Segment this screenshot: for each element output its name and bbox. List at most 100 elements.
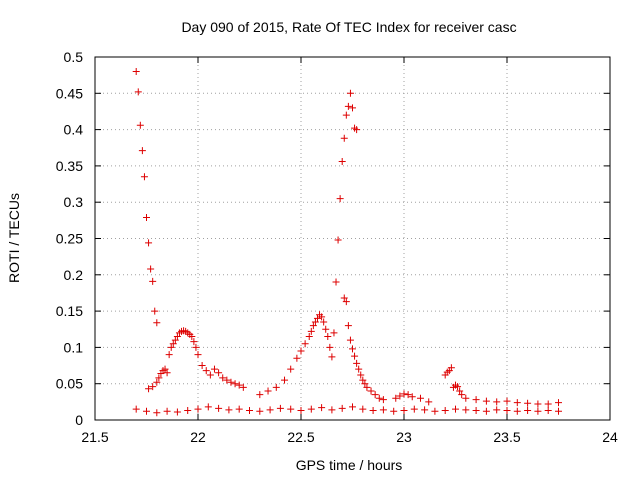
data-point: [524, 407, 532, 415]
data-point: [363, 383, 371, 391]
data-point: [215, 369, 223, 377]
data-point: [145, 385, 153, 393]
data-point: [338, 404, 346, 412]
data-point: [136, 121, 144, 129]
series-baseline: [132, 403, 562, 417]
data-point: [235, 405, 243, 413]
data-point: [184, 407, 192, 415]
data-point: [472, 407, 480, 415]
x-tick-label: 22.5: [287, 429, 314, 445]
data-point: [153, 409, 161, 417]
grid-layer: [95, 57, 610, 420]
data-point: [163, 369, 171, 377]
data-point: [171, 336, 179, 344]
data-point: [493, 406, 501, 414]
data-point: [147, 265, 155, 273]
data-point: [202, 367, 210, 375]
data-point: [134, 88, 142, 96]
data-point: [328, 406, 336, 414]
data-point: [167, 343, 175, 351]
data-point: [307, 327, 315, 335]
y-tick-label: 0.45: [56, 85, 83, 101]
y-tick-label: 0: [75, 412, 83, 428]
data-point: [219, 374, 227, 382]
data-point: [192, 343, 200, 351]
data-point: [513, 399, 521, 407]
data-point: [344, 102, 352, 110]
data-point: [375, 394, 383, 402]
data-point: [256, 407, 264, 415]
data-point: [293, 354, 301, 362]
data-point: [297, 347, 305, 355]
data-point: [297, 407, 305, 415]
data-point: [215, 404, 223, 412]
y-tick-label: 0.3: [64, 194, 84, 210]
data-point: [482, 407, 490, 415]
data-point: [454, 383, 462, 391]
data-point: [173, 333, 181, 341]
data-point: [256, 391, 264, 399]
data-point: [353, 126, 361, 134]
data-point: [301, 340, 309, 348]
data-point: [276, 404, 284, 412]
data-point: [458, 391, 466, 399]
data-point: [309, 322, 317, 330]
data-point: [555, 399, 562, 407]
data-point: [472, 396, 480, 404]
data-point: [318, 404, 326, 412]
y-tick-label: 0.05: [56, 376, 83, 392]
data-point: [227, 378, 235, 386]
data-point: [340, 134, 348, 142]
ticks-layer: 21.5 22 22.5 23 23.5 24 0 0.05 0.1 0.15 0.2 0.25 0.3…: [56, 49, 618, 445]
data-point: [534, 400, 542, 408]
data-point: [410, 405, 418, 413]
data-point: [544, 407, 552, 415]
data-point: [555, 407, 562, 415]
data-point: [169, 340, 177, 348]
data-point: [371, 391, 379, 399]
data-point: [336, 195, 344, 203]
data-point: [322, 325, 330, 333]
data-point: [210, 365, 218, 373]
y-tick-label: 0.4: [64, 122, 84, 138]
data-point: [143, 407, 150, 415]
y-tick-label: 0.2: [64, 267, 84, 283]
data-point: [349, 345, 356, 353]
data-point: [544, 400, 552, 408]
series-early-decay: [132, 68, 161, 327]
data-point: [332, 278, 340, 286]
data-point: [305, 333, 313, 341]
data-point: [338, 158, 346, 166]
data-point: [390, 407, 398, 415]
data-point: [334, 236, 342, 244]
data-point: [503, 407, 511, 415]
x-axis-label: GPS time / hours: [296, 457, 403, 473]
y-axis-label: ROTI / TECUs: [6, 193, 22, 283]
data-point: [266, 406, 274, 414]
data-point: [330, 329, 338, 337]
x-tick-label: 24: [602, 429, 618, 445]
chart-title: Day 090 of 2015, Rate Of TEC Index for r…: [181, 19, 516, 35]
data-point: [153, 319, 161, 327]
data-point: [318, 313, 326, 321]
data-point: [173, 408, 181, 416]
data-point: [369, 407, 377, 415]
data-point: [351, 352, 359, 360]
data-point: [355, 365, 363, 373]
data-point: [421, 406, 429, 414]
data-point: [132, 68, 140, 76]
data-point: [408, 393, 416, 401]
y-tick-label: 0.35: [56, 158, 83, 174]
data-point: [151, 307, 159, 315]
plot-frame: [94, 56, 611, 421]
series-peak-tail: [340, 294, 387, 404]
data-point: [206, 371, 214, 379]
data-point: [313, 314, 321, 322]
data-point: [272, 383, 280, 391]
data-point: [155, 374, 163, 382]
data-point: [143, 213, 150, 221]
data-point: [349, 403, 356, 411]
data-point: [140, 173, 148, 181]
